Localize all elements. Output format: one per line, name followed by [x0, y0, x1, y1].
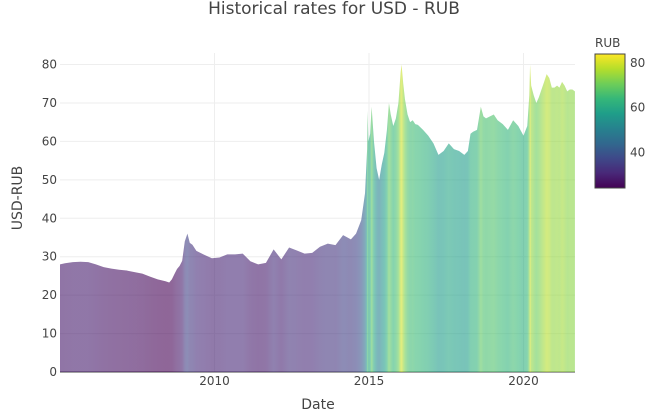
x-tick-label: 2020	[508, 374, 539, 388]
x-axis-title: Date	[301, 397, 334, 412]
colorbar-tick-label: 80	[630, 56, 645, 70]
y-tick-label: 30	[42, 250, 57, 264]
y-tick-label: 80	[42, 58, 57, 72]
colorbar-title: RUB	[595, 36, 620, 50]
plot-area	[60, 64, 575, 372]
y-axis-title: USD-RUB	[10, 166, 26, 231]
y-tick-label: 10	[42, 327, 57, 341]
y-axis-ticks: 0 10 20 30 40 50 60 70 80	[42, 58, 57, 379]
x-axis-ticks: 2010 2015 2020	[199, 374, 539, 388]
colorbar-ticks: 40 60 80	[630, 56, 645, 159]
y-tick-label: 50	[42, 173, 57, 187]
colorbar-tick-label: 60	[630, 101, 645, 115]
y-tick-label: 20	[42, 288, 57, 302]
y-tick-label: 60	[42, 134, 57, 148]
chart-title: Historical rates for USD - RUB	[208, 0, 460, 19]
x-tick-label: 2010	[199, 374, 230, 388]
x-tick-label: 2015	[354, 374, 385, 388]
y-tick-label: 70	[42, 96, 57, 110]
colorbar-gradient	[594, 53, 626, 189]
colorbar: RUB 40 60 80	[594, 36, 645, 189]
series-area	[60, 64, 575, 372]
y-tick-label: 40	[42, 211, 57, 225]
colorbar-tick-label: 40	[630, 145, 645, 159]
y-tick-label: 0	[49, 365, 57, 379]
